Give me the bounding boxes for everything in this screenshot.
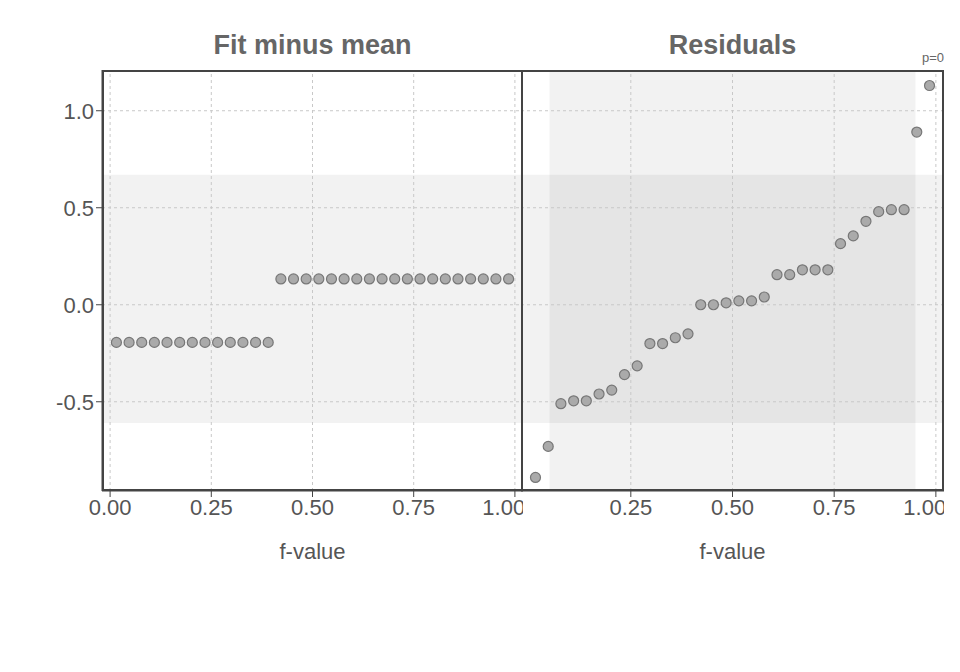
svg-text:0.5: 0.5 bbox=[63, 196, 94, 221]
svg-text:0.75: 0.75 bbox=[392, 495, 435, 520]
svg-text:f-value: f-value bbox=[279, 539, 345, 564]
html-text:p=0: p=0 bbox=[921, 50, 944, 65]
html-text:Fit minus mean: Fit minus mean bbox=[213, 30, 412, 60]
svg-text:0.50: 0.50 bbox=[291, 495, 334, 520]
svg-text:-0.5: -0.5 bbox=[56, 390, 94, 415]
svg-text:0.75: 0.75 bbox=[813, 495, 856, 520]
html-text:Residuals: Residuals bbox=[668, 30, 797, 60]
svg-text:f-value: f-value bbox=[699, 539, 765, 564]
svg-text:0.25: 0.25 bbox=[609, 495, 652, 520]
svg-text:1.00: 1.00 bbox=[482, 495, 523, 520]
svg-text:1.0: 1.0 bbox=[63, 99, 94, 124]
svg-text:0.0: 0.0 bbox=[63, 293, 94, 318]
svg-text:1.00: 1.00 bbox=[903, 495, 944, 520]
svg-text:0.25: 0.25 bbox=[190, 495, 233, 520]
svg-text:0.50: 0.50 bbox=[711, 495, 754, 520]
svg-text:0.00: 0.00 bbox=[89, 495, 132, 520]
